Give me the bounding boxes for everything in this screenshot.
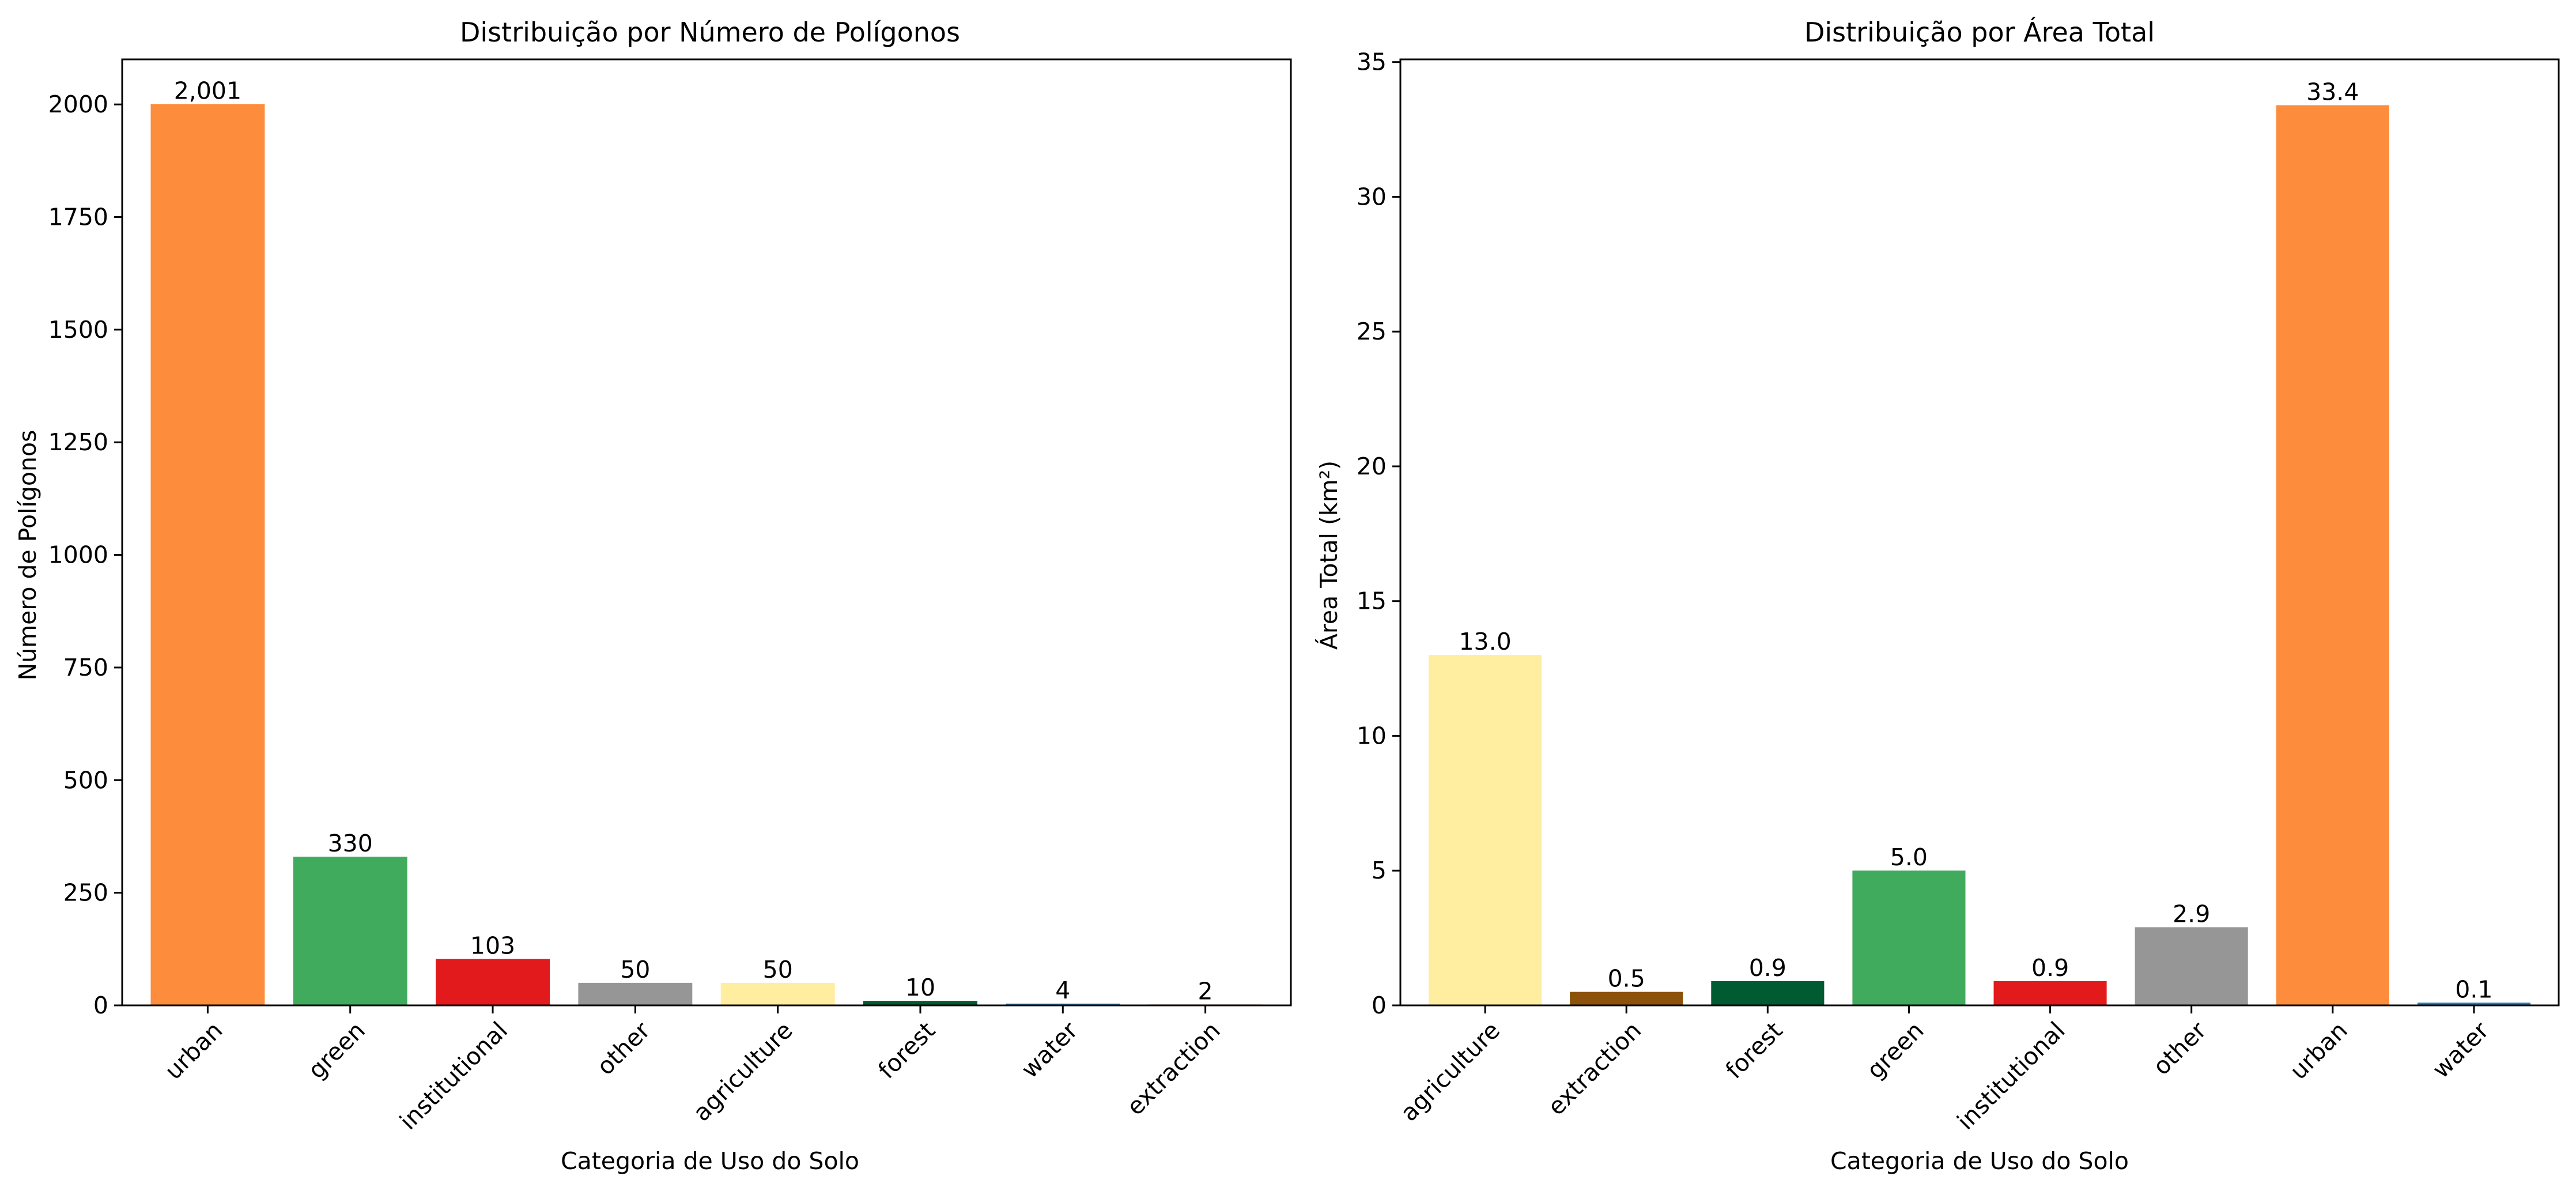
y-tick-label-polygons: 0 (93, 992, 108, 1019)
x-axis-label-polygons: Categoria de Uso do Solo (561, 1147, 859, 1175)
bar-area-extraction (1570, 992, 1683, 1005)
bar-value-label-polygons-green: 330 (328, 830, 373, 857)
chart-title-area: Distribuição por Área Total (1804, 17, 2155, 48)
chart-panel-area: Distribuição por Área Total Área Total (… (1315, 17, 2560, 1175)
y-tick-label-area: 10 (1357, 722, 1387, 750)
bars-polygons: 2,001 330 103 50 50 10 4 2 (150, 77, 1263, 1005)
y-tick-label-polygons: 250 (63, 879, 108, 907)
y-tick-label-polygons: 1750 (48, 203, 108, 231)
x-axis-label-area: Categoria de Uso do Solo (1830, 1147, 2129, 1175)
x-tick-label-area-urban: urban (2284, 1016, 2353, 1085)
x-tick-label-area-institutional: institutional (1952, 1016, 2071, 1135)
bar-value-label-area-institutional: 0.9 (2031, 954, 2069, 982)
bar-polygons-water (1006, 1003, 1120, 1005)
bar-area-urban (2276, 105, 2389, 1005)
y-tick-label-area: 35 (1357, 48, 1387, 76)
bar-area-water (2417, 1002, 2530, 1005)
y-tick-label-area: 30 (1357, 183, 1387, 210)
bar-value-label-area-extraction: 0.5 (1608, 965, 1645, 993)
x-tick-label-polygons-extraction: extraction (1121, 1016, 1226, 1121)
x-tick-label-area-forest: forest (1720, 1016, 1788, 1084)
y-tick-label-polygons: 1000 (48, 541, 108, 569)
y-tick-label-polygons: 2000 (48, 91, 108, 118)
bar-area-institutional (1993, 981, 2107, 1005)
x-tick-label-polygons-water: water (1016, 1016, 1083, 1084)
bar-value-label-polygons-urban: 2,001 (174, 77, 241, 104)
chart-title-polygons: Distribuição por Número de Polígonos (460, 17, 960, 48)
bar-area-green (1852, 870, 1966, 1005)
bar-value-label-polygons-extraction: 2 (1198, 977, 1213, 1005)
x-tick-label-polygons-agriculture: agriculture (688, 1016, 798, 1126)
x-tick-label-area-agriculture: agriculture (1395, 1016, 1505, 1126)
y-tick-label-area: 15 (1357, 587, 1387, 615)
bar-value-label-area-agriculture: 13.0 (1459, 628, 1511, 655)
x-tick-label-polygons-urban: urban (160, 1016, 228, 1085)
bar-value-label-polygons-agriculture: 50 (763, 956, 793, 983)
x-tick-label-polygons-forest: forest (873, 1016, 940, 1084)
y-axis-label-polygons: Número de Polígonos (14, 430, 41, 681)
bar-polygons-forest (863, 1001, 977, 1005)
chart-panel-polygons: Distribuição por Número de Polígonos Núm… (14, 17, 1292, 1175)
y-tick-label-polygons: 1500 (48, 316, 108, 344)
y-tick-label-area: 5 (1372, 857, 1387, 884)
x-tick-label-polygons-green: green (303, 1016, 371, 1084)
y-tick-label-area: 20 (1357, 453, 1387, 480)
y-tick-label-area: 25 (1357, 318, 1387, 345)
x-tick-label-polygons-other: other (591, 1016, 655, 1080)
bar-value-label-area-water: 0.1 (2455, 975, 2492, 1003)
bar-value-label-polygons-other: 50 (620, 956, 650, 983)
y-tick-label-polygons: 750 (63, 654, 108, 681)
y-tick-label-polygons: 1250 (48, 428, 108, 456)
bar-polygons-agriculture (720, 982, 835, 1005)
y-axis-label-area: Área Total (km²) (1315, 461, 1343, 650)
y-tick-label-area: 0 (1372, 992, 1387, 1019)
bar-value-label-polygons-water: 4 (1055, 977, 1070, 1004)
x-tick-label-polygons-institutional: institutional (394, 1016, 513, 1135)
bar-polygons-urban (150, 104, 265, 1005)
x-tick-label-area-other: other (2148, 1016, 2212, 1080)
bar-value-label-area-other: 2.9 (2173, 900, 2210, 928)
bar-area-other (2135, 927, 2248, 1005)
bar-value-label-area-green: 5.0 (1890, 843, 1928, 871)
x-tick-label-area-extraction: extraction (1542, 1016, 1646, 1121)
bar-value-label-polygons-forest: 10 (905, 974, 935, 1001)
bar-value-label-area-forest: 0.9 (1749, 954, 1786, 982)
plot-frame-area (1399, 58, 2560, 1007)
bar-polygons-green (293, 857, 407, 1005)
bars-area: 13.0 0.5 0.9 5.0 0.9 2.9 33.4 0.1 (1429, 78, 2530, 1005)
bar-area-agriculture (1429, 655, 1542, 1005)
bar-polygons-other (578, 982, 693, 1005)
y-tick-label-polygons: 500 (63, 766, 108, 794)
x-tick-label-area-green: green (1861, 1016, 1929, 1084)
x-tick-label-area-water: water (2427, 1016, 2494, 1084)
bar-value-label-area-urban: 33.4 (2306, 78, 2359, 106)
plot-frame-polygons (121, 58, 1292, 1007)
bar-value-label-polygons-institutional: 103 (470, 932, 515, 960)
bar-area-forest (1711, 981, 1825, 1005)
bar-polygons-institutional (436, 959, 550, 1005)
